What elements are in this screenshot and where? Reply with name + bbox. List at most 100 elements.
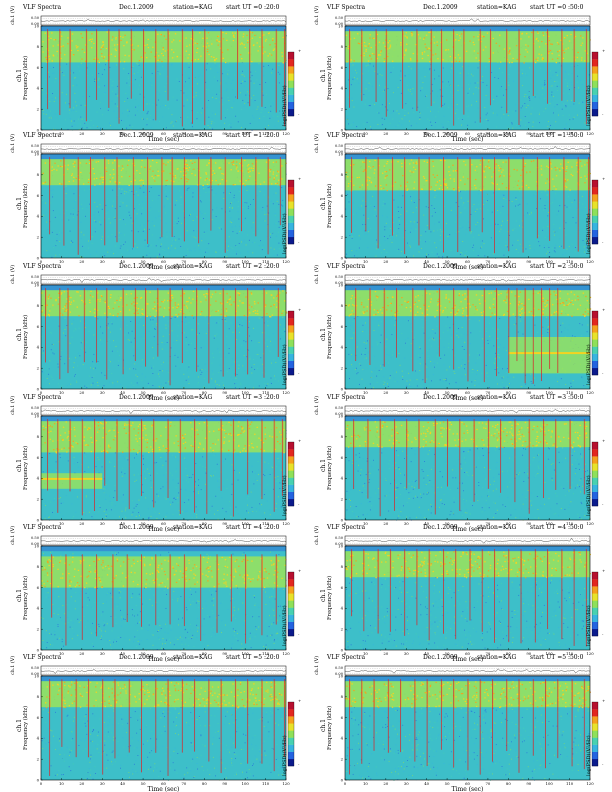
spectrogram-noise-cell: [215, 387, 216, 389]
emission-band-cell: [269, 53, 271, 55]
panel-station: station=KAG: [477, 4, 516, 11]
spectrogram-noise-cell: [94, 80, 95, 82]
spectrogram-noise-cell: [227, 247, 229, 249]
spectrogram-noise-cell: [281, 187, 283, 188]
x-tick-label: 90: [526, 131, 531, 136]
spectrogram-noise-cell: [268, 125, 270, 127]
spectrogram-noise-cell: [400, 77, 402, 79]
spectrogram-noise-cell: [249, 358, 251, 360]
spectrogram-noise-cell: [241, 126, 243, 128]
spectrogram-noise-cell: [217, 348, 219, 350]
spectrogram-noise-cell: [518, 191, 520, 193]
spectrogram-noise-cell: [231, 106, 233, 108]
emission-band-cell: [511, 61, 513, 64]
spectrogram-noise-cell: [393, 199, 395, 201]
spectrogram-noise-cell: [225, 320, 227, 322]
spectrogram-noise-cell: [183, 210, 185, 212]
spectrogram-noise-cell: [134, 208, 136, 210]
spectrogram-noise-cell: [420, 234, 422, 236]
emission-band-cell: [54, 39, 57, 41]
spectrogram-noise-cell: [352, 214, 354, 216]
spectrogram-noise-cell: [246, 336, 247, 338]
spectrogram-noise-cell: [505, 241, 507, 243]
emission-band-cell: [188, 166, 191, 169]
spectrogram-noise-cell: [73, 120, 75, 122]
spectrogram-noise-cell: [194, 348, 196, 349]
spectrogram-noise-cell: [150, 82, 152, 84]
emission-band-cell: [171, 57, 174, 59]
emission-band-cell: [225, 32, 227, 35]
sferic-burst-edge: [482, 159, 484, 191]
emission-band-cell: [535, 58, 537, 60]
emission-band-cell: [185, 167, 187, 170]
emission-band-cell: [219, 41, 221, 43]
spectrogram-noise-cell: [529, 99, 531, 101]
spectrogram-noise-cell: [108, 217, 110, 219]
spectrogram-noise-cell: [369, 105, 371, 107]
spectrogram-noise-cell: [163, 250, 165, 252]
spectrogram-noise-cell: [470, 232, 472, 234]
spectrogram-noise-cell: [111, 323, 113, 325]
emission-band-cell: [112, 169, 115, 171]
spectrogram-noise-cell: [138, 88, 139, 90]
spectrogram-noise-cell: [148, 330, 150, 332]
spectrogram-noise-cell: [544, 190, 546, 192]
spectrogram-noise-cell: [270, 236, 272, 238]
emission-band-cell: [537, 40, 539, 42]
spectrogram-noise-cell: [554, 80, 556, 82]
emission-band-cell: [151, 175, 153, 177]
spectrogram-noise-cell: [216, 322, 218, 324]
spectrogram-noise-cell: [41, 72, 43, 74]
emission-band-cell: [415, 162, 417, 164]
spectrogram-noise-cell: [475, 211, 476, 212]
spectrogram-noise-cell: [191, 126, 193, 128]
spectrogram-noise-cell: [144, 245, 146, 247]
emission-band-cell: [498, 45, 501, 47]
spectrogram-noise-cell: [168, 362, 170, 364]
spectrogram-noise-cell: [165, 104, 167, 106]
spectrogram-noise-cell: [424, 128, 426, 130]
x-tick-label: 10: [363, 259, 368, 264]
spectrogram-noise-cell: [159, 73, 161, 75]
emission-band-cell: [232, 160, 235, 162]
spectrogram-noise-cell: [41, 129, 42, 131]
spectrogram-noise-cell: [574, 199, 576, 201]
emission-band-cell: [421, 188, 424, 190]
spectrogram-noise-cell: [94, 367, 96, 369]
spectrogram-noise-cell: [460, 72, 462, 74]
spectrogram-noise-cell: [125, 66, 127, 68]
sferic-burst-edge: [78, 159, 80, 186]
colorbar-segment: [592, 59, 598, 67]
spectrogram-noise-cell: [429, 71, 431, 73]
spectrogram-noise-cell: [151, 234, 153, 236]
spectrogram-noise-cell: [236, 374, 238, 376]
spectrogram-noise-cell: [176, 99, 178, 101]
emission-band-cell: [458, 190, 460, 192]
spectrogram-noise-cell: [131, 220, 133, 222]
spectrogram-noise-cell: [208, 89, 209, 91]
colorbar-segment: [288, 236, 294, 245]
emission-band-cell: [169, 172, 172, 175]
spectrogram-noise-cell: [376, 243, 378, 245]
spectrogram-noise-cell: [456, 103, 458, 105]
spectrogram-noise-cell: [74, 375, 75, 377]
spectrogram-noise-cell: [152, 324, 154, 326]
spectrogram-noise-cell: [101, 343, 103, 345]
spectrogram-noise-cell: [214, 335, 216, 337]
spectrogram-noise-cell: [400, 214, 402, 215]
spectrogram-noise-cell: [542, 229, 544, 231]
spectrogram-noise-cell: [271, 72, 273, 74]
spectrogram-noise-cell: [211, 370, 213, 372]
emission-band: [345, 31, 590, 63]
spectrogram-noise-cell: [223, 192, 225, 194]
colorbar-segment: [288, 229, 294, 238]
spectrogram-noise-cell: [389, 102, 390, 104]
spectrogram-noise-cell: [236, 382, 238, 384]
spectrogram-noise-cell: [128, 211, 130, 213]
spectrogram-noise-cell: [480, 196, 482, 198]
spectrogram-noise-cell: [46, 92, 48, 94]
spectrogram-noise-cell: [140, 316, 142, 318]
emission-band-cell: [411, 31, 413, 34]
spectrogram-noise-cell: [138, 64, 140, 66]
spectrogram-noise-cell: [259, 84, 261, 85]
